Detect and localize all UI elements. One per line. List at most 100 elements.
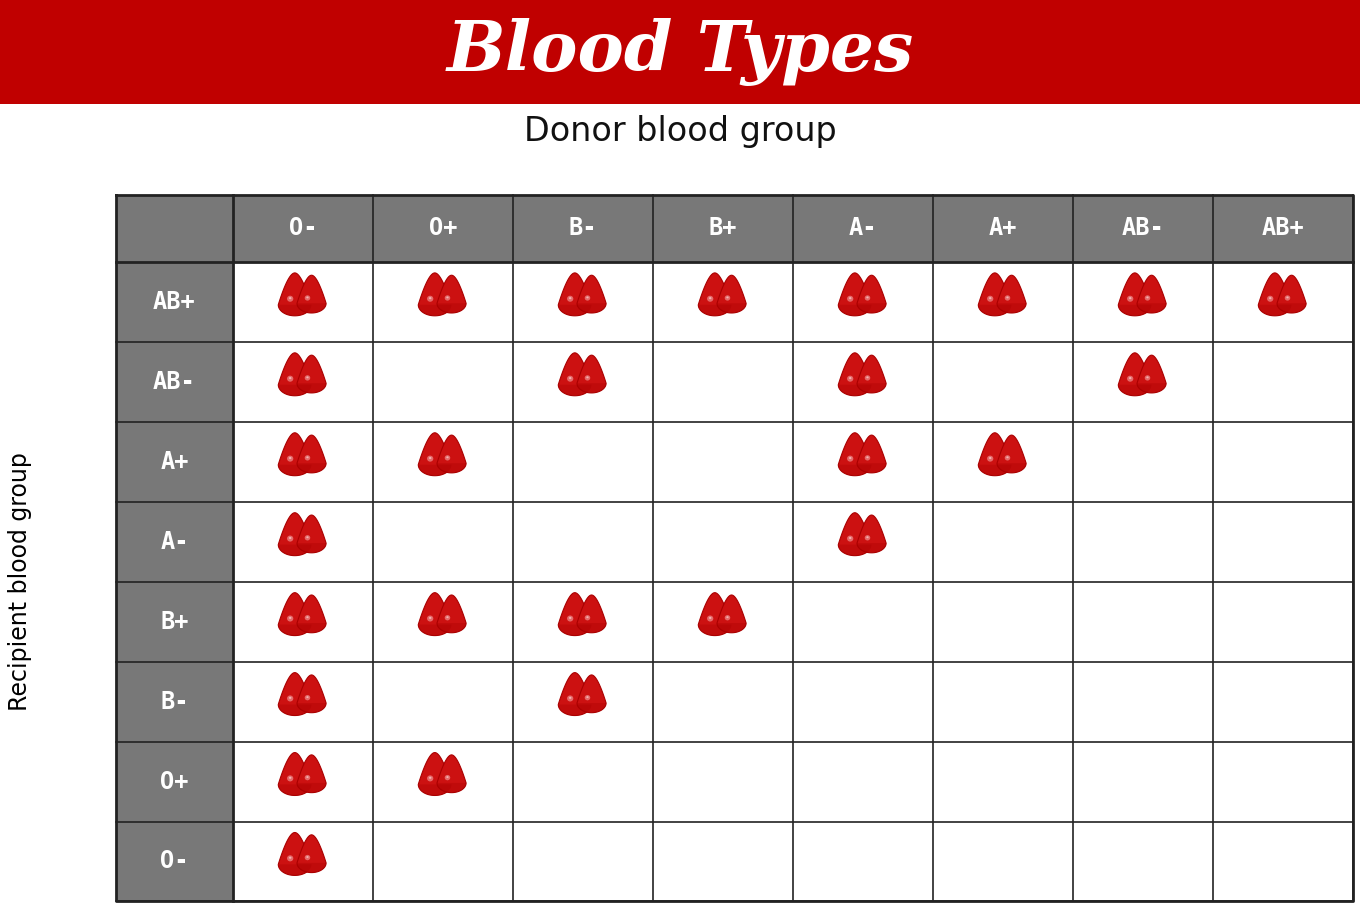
Polygon shape [419,624,452,636]
Ellipse shape [306,536,309,538]
Polygon shape [558,705,592,716]
Ellipse shape [287,456,294,462]
Ellipse shape [427,456,434,462]
Polygon shape [1258,273,1292,316]
Polygon shape [857,435,887,473]
Polygon shape [279,513,311,555]
Polygon shape [577,275,607,313]
Ellipse shape [427,615,434,622]
Polygon shape [437,783,466,793]
Ellipse shape [305,295,310,301]
Polygon shape [978,304,1012,316]
Text: Blood Types: Blood Types [446,18,914,86]
Ellipse shape [1006,457,1009,458]
Polygon shape [838,304,872,316]
Text: AB-: AB- [154,370,196,394]
Polygon shape [978,465,1012,476]
Polygon shape [279,273,311,316]
Polygon shape [717,595,747,632]
Polygon shape [296,623,326,632]
Polygon shape [279,593,311,636]
Ellipse shape [725,295,730,301]
Ellipse shape [306,457,309,458]
Ellipse shape [428,457,431,459]
Ellipse shape [865,535,870,541]
Polygon shape [717,623,747,632]
Ellipse shape [1129,297,1132,299]
Polygon shape [279,864,311,875]
Ellipse shape [427,295,434,302]
Polygon shape [279,545,311,555]
Polygon shape [577,355,607,393]
Ellipse shape [1127,376,1133,381]
Ellipse shape [287,855,294,862]
Polygon shape [558,593,592,636]
Ellipse shape [1146,376,1149,379]
Text: AB+: AB+ [154,290,196,313]
Ellipse shape [586,616,589,618]
Polygon shape [838,545,872,555]
Polygon shape [279,385,311,396]
Text: A-: A- [160,530,189,554]
Polygon shape [717,275,747,313]
Polygon shape [279,433,311,476]
Ellipse shape [865,375,870,381]
Text: O-: O- [160,850,189,873]
Ellipse shape [567,615,574,622]
Polygon shape [838,385,872,396]
Polygon shape [279,624,311,636]
Polygon shape [437,755,466,793]
Polygon shape [296,463,326,473]
Ellipse shape [725,615,730,621]
Ellipse shape [866,536,869,538]
Ellipse shape [1129,377,1132,379]
Polygon shape [279,785,311,795]
Polygon shape [558,273,592,316]
Ellipse shape [707,295,714,302]
Polygon shape [558,352,592,396]
Ellipse shape [585,695,590,700]
Polygon shape [577,623,607,632]
Ellipse shape [287,776,294,781]
Polygon shape [437,275,466,313]
Polygon shape [1277,275,1306,313]
Text: B+: B+ [160,610,189,633]
Polygon shape [437,623,466,632]
Ellipse shape [445,295,450,301]
Polygon shape [1118,273,1152,316]
Ellipse shape [446,616,449,618]
Ellipse shape [305,615,310,621]
Polygon shape [296,304,326,313]
FancyBboxPatch shape [0,0,1360,104]
Polygon shape [997,275,1025,313]
Ellipse shape [288,617,291,619]
Polygon shape [419,273,452,316]
Polygon shape [857,275,887,313]
Polygon shape [838,352,872,396]
Ellipse shape [567,696,574,701]
Polygon shape [558,672,592,716]
Text: Recipient blood group: Recipient blood group [8,452,33,711]
Polygon shape [437,595,466,632]
Polygon shape [1118,304,1152,316]
Polygon shape [857,515,887,553]
Ellipse shape [567,295,574,302]
Text: B-: B- [568,217,597,240]
Text: A-: A- [849,217,877,240]
Ellipse shape [305,855,310,860]
Polygon shape [296,515,326,553]
Ellipse shape [305,455,310,460]
Ellipse shape [866,457,869,458]
Polygon shape [1137,383,1166,393]
Polygon shape [279,705,311,716]
Polygon shape [296,703,326,713]
Ellipse shape [428,297,431,299]
Ellipse shape [1145,375,1151,381]
Ellipse shape [989,297,991,299]
Polygon shape [1137,304,1166,313]
Polygon shape [997,463,1025,473]
Ellipse shape [306,696,309,698]
Ellipse shape [847,535,853,542]
Polygon shape [838,273,872,316]
Polygon shape [698,593,732,636]
